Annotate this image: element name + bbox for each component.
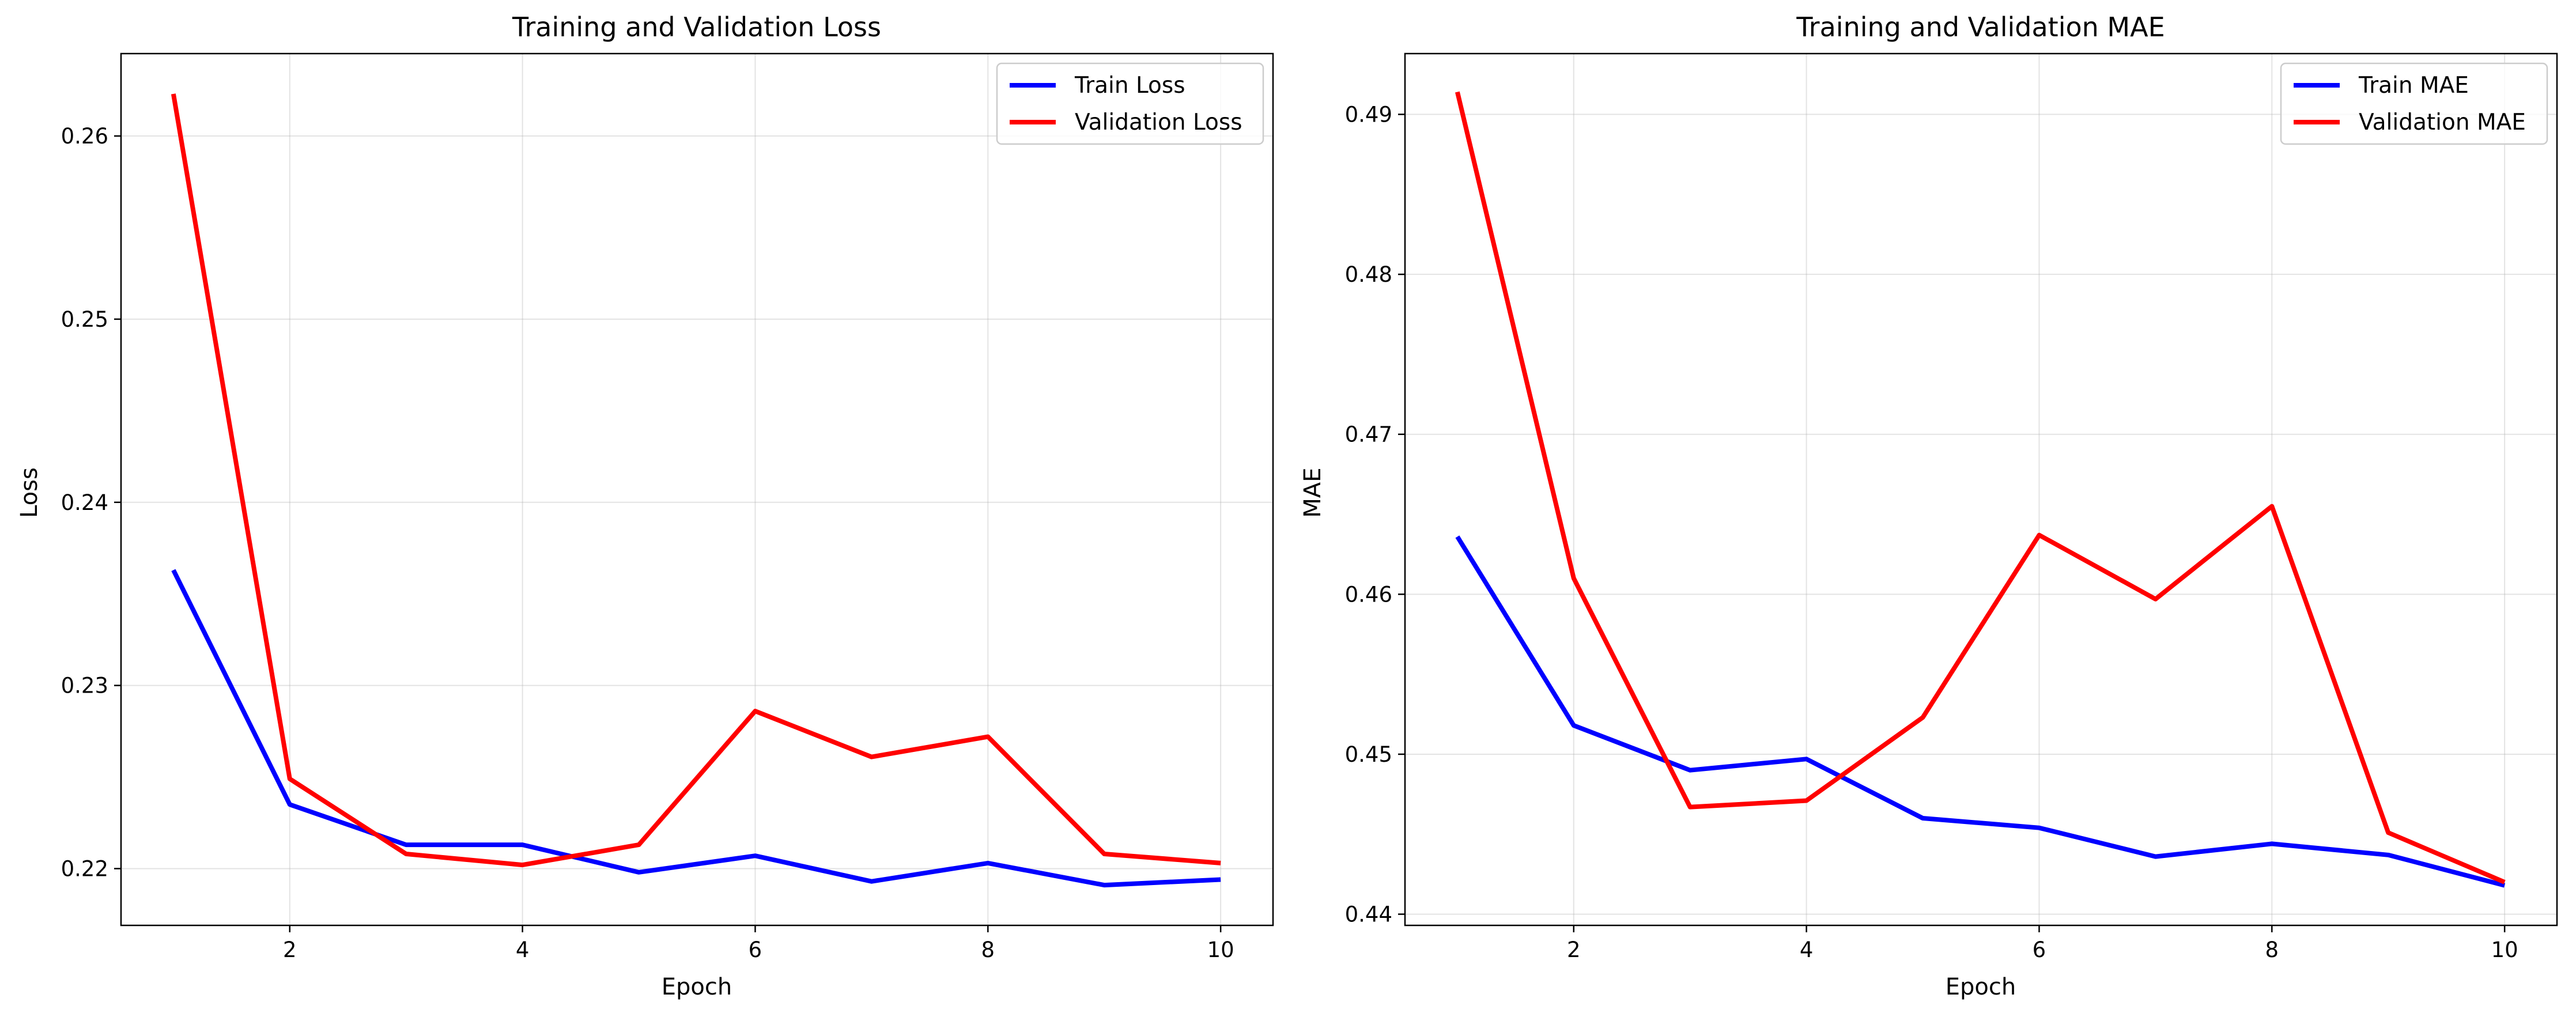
mae-y-tick-label: 0.46 xyxy=(1345,582,1392,607)
loss-x-tick-label: 2 xyxy=(283,937,297,962)
series-line-validation-mae xyxy=(1455,91,2506,884)
loss-legend: Train Loss Validation Loss xyxy=(996,62,1264,145)
loss-y-tick-label: 0.25 xyxy=(61,307,108,332)
legend-label-train-mae: Train MAE xyxy=(2358,73,2469,99)
mae-y-tick-label: 0.49 xyxy=(1345,102,1392,127)
loss-legend-box xyxy=(996,62,1264,145)
mae-x-tick-label: 2 xyxy=(1567,937,1581,962)
mae-y-tick-label: 0.47 xyxy=(1345,422,1392,447)
loss-grid xyxy=(121,54,1273,925)
mae-y-axis-label: MAE xyxy=(1300,467,1326,517)
mae-legend-box xyxy=(2280,62,2548,145)
mae-x-tick-label: 8 xyxy=(2265,937,2279,962)
loss-series-lines xyxy=(171,93,1221,888)
mae-y-tick-label: 0.48 xyxy=(1345,262,1392,287)
loss-x-axis-label: Epoch xyxy=(662,974,732,1000)
mae-x-tick-label: 4 xyxy=(1800,937,1814,962)
mae-x-tick-label: 6 xyxy=(2033,937,2046,962)
loss-y-tick-label: 0.22 xyxy=(61,856,108,881)
loss-ticks: 2 4 6 8 10 0.22 0.23 0.24 0.25 0.26 xyxy=(61,124,1234,962)
loss-x-tick-label: 4 xyxy=(516,937,530,962)
loss-y-tick-label: 0.24 xyxy=(61,490,108,515)
loss-y-tick-label: 0.23 xyxy=(61,674,108,698)
loss-plot-frame xyxy=(120,52,1274,927)
loss-y-tick-label: 0.26 xyxy=(61,124,108,149)
mae-legend: Train MAE Validation MAE xyxy=(2280,62,2548,145)
mae-series-lines xyxy=(1455,91,2506,888)
mae-y-tick-label: 0.44 xyxy=(1345,902,1392,927)
loss-x-tick-label: 6 xyxy=(749,937,762,962)
loss-y-axis-label: Loss xyxy=(16,467,43,518)
series-line-validation-loss xyxy=(171,93,1221,868)
mae-plot-frame xyxy=(1404,52,2558,927)
loss-x-tick-label: 8 xyxy=(981,937,995,962)
mae-ticks: 2 4 6 8 10 0.44 0.45 0.46 0.47 0.48 0.49 xyxy=(1345,102,2518,962)
loss-chart-title: Training and Validation Loss xyxy=(512,12,881,43)
mae-x-tick-label: 10 xyxy=(2491,937,2518,962)
legend-label-validation-mae: Validation MAE xyxy=(2359,109,2526,135)
mae-grid xyxy=(1405,54,2557,925)
mae-y-tick-label: 0.45 xyxy=(1345,742,1392,767)
loss-x-tick-label: 10 xyxy=(1207,937,1234,962)
series-line-train-loss xyxy=(171,569,1221,888)
legend-label-train-loss: Train Loss xyxy=(1074,73,1185,99)
legend-label-validation-loss: Validation Loss xyxy=(1075,109,1242,135)
mae-x-axis-label: Epoch xyxy=(1946,974,2016,1000)
series-line-train-mae xyxy=(1455,535,2506,888)
mae-chart-title: Training and Validation MAE xyxy=(1796,12,2165,43)
loss-chart-panel: Training and Validation Loss Epoch Loss … xyxy=(16,12,1274,1000)
mae-chart-panel: Training and Validation MAE Epoch MAE 2 4… xyxy=(1300,12,2558,1000)
